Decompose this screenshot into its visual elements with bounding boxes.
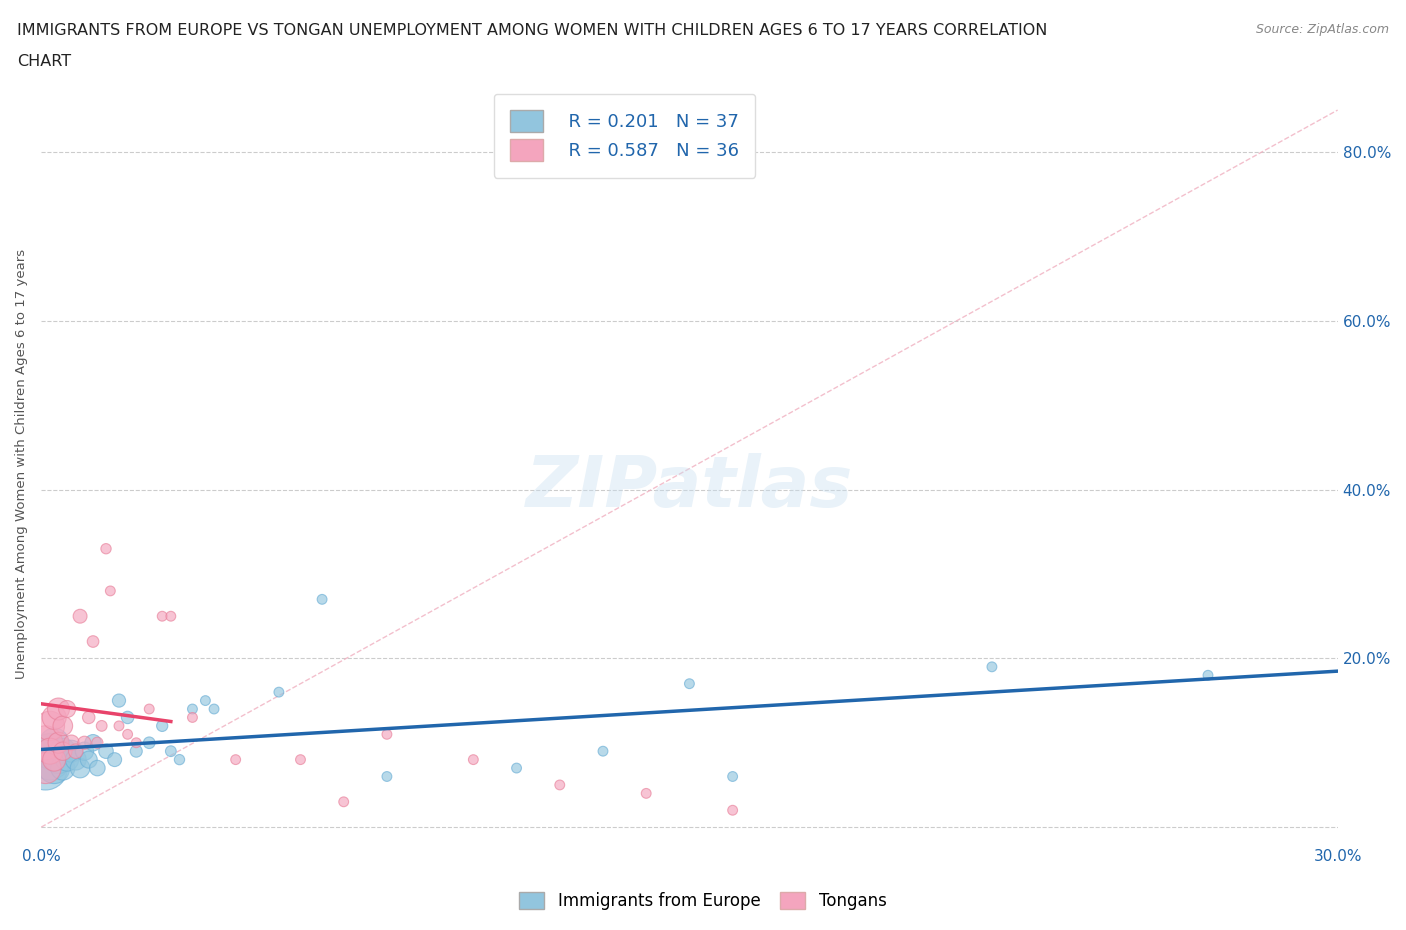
Legend: Immigrants from Europe, Tongans: Immigrants from Europe, Tongans [513, 885, 893, 917]
Point [52, 719, 75, 734]
Point [44, 710, 66, 724]
Point [160, 744, 183, 759]
Point [56, 752, 79, 767]
Point [108, 693, 131, 708]
Point [73, 744, 96, 759]
Point [44, 761, 66, 776]
Point [94, 744, 117, 759]
Point [290, 752, 312, 767]
Point [463, 752, 485, 767]
Text: CHART: CHART [17, 54, 70, 69]
Point [721, 803, 744, 817]
Point [86, 761, 108, 776]
Point [69, 761, 91, 776]
Point [104, 752, 127, 767]
Point [38, 752, 60, 767]
Point [52, 761, 75, 776]
Point [38, 744, 60, 759]
Point [38, 719, 60, 734]
Point [82, 634, 104, 649]
Point [160, 609, 183, 624]
Legend:   R = 0.201   N = 37,   R = 0.587   N = 36: R = 0.201 N = 37, R = 0.587 N = 36 [494, 94, 755, 178]
Point [52, 744, 75, 759]
Point [48, 736, 70, 751]
Point [138, 701, 160, 716]
Point [56, 701, 79, 716]
Point [117, 710, 139, 724]
Point [548, 777, 571, 792]
Point [73, 736, 96, 751]
Point [48, 701, 70, 716]
Point [82, 736, 104, 751]
Point [636, 786, 658, 801]
Point [60, 744, 83, 759]
Point [721, 769, 744, 784]
Point [65, 744, 87, 759]
Point [48, 752, 70, 767]
Point [169, 752, 191, 767]
Point [34, 761, 56, 776]
Point [125, 744, 148, 759]
Point [1197, 668, 1219, 683]
Point [267, 684, 290, 699]
Point [150, 719, 173, 734]
Point [44, 752, 66, 767]
Point [181, 701, 204, 716]
Point [94, 541, 117, 556]
Point [311, 591, 333, 606]
Point [332, 794, 354, 809]
Point [65, 752, 87, 767]
Point [98, 583, 121, 598]
Text: ZIPatlas: ZIPatlas [526, 453, 853, 522]
Point [90, 719, 112, 734]
Point [225, 752, 247, 767]
Point [980, 659, 1002, 674]
Point [44, 736, 66, 751]
Point [117, 727, 139, 742]
Point [52, 744, 75, 759]
Point [77, 710, 100, 724]
Text: IMMIGRANTS FROM EUROPE VS TONGAN UNEMPLOYMENT AMONG WOMEN WITH CHILDREN AGES 6 T: IMMIGRANTS FROM EUROPE VS TONGAN UNEMPLO… [17, 23, 1047, 38]
Point [34, 761, 56, 776]
Point [60, 736, 83, 751]
Point [125, 736, 148, 751]
Point [505, 761, 527, 776]
Text: Source: ZipAtlas.com: Source: ZipAtlas.com [1256, 23, 1389, 36]
Point [375, 727, 398, 742]
Point [77, 752, 100, 767]
Point [202, 701, 225, 716]
Point [150, 609, 173, 624]
Point [678, 676, 700, 691]
Point [181, 710, 204, 724]
Y-axis label: Unemployment Among Women with Children Ages 6 to 17 years: Unemployment Among Women with Children A… [15, 249, 28, 680]
Point [34, 736, 56, 751]
Point [38, 744, 60, 759]
Point [138, 736, 160, 751]
Point [69, 609, 91, 624]
Point [86, 736, 108, 751]
Point [375, 769, 398, 784]
Point [194, 693, 217, 708]
Point [592, 744, 614, 759]
Point [108, 719, 131, 734]
